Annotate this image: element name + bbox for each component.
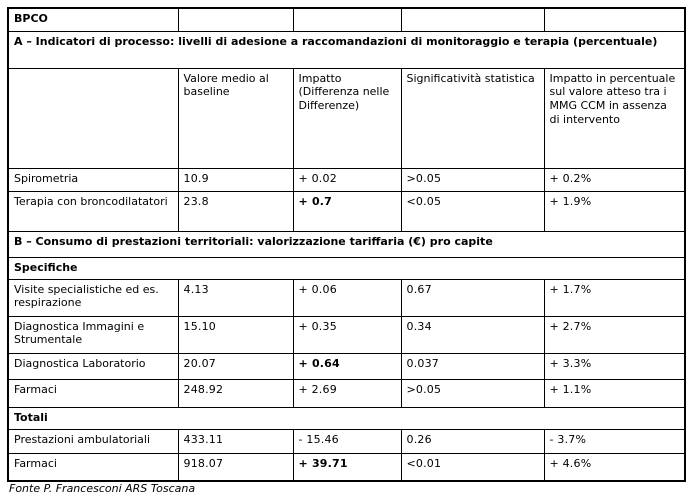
table-row: Diagnostica Laboratorio 20.07 + 0.64 0.0… (7, 352, 686, 380)
cell-impatto-pct: - 3.7% (543, 428, 686, 454)
table-row: Visite specialistiche ed es. respirazion… (7, 278, 686, 317)
subsection-specifiche-header: Specifiche (7, 256, 686, 280)
cell-impatto: - 15.46 (292, 428, 402, 454)
subsection-specifiche-row: Specifiche (7, 256, 686, 280)
column-header-empty (7, 67, 179, 169)
cell-impatto-pct: + 3.3% (543, 352, 686, 380)
row-label: Farmaci (7, 452, 179, 482)
empty-cell (177, 7, 294, 32)
subsection-totali-row: Totali (7, 406, 686, 430)
table-row: Terapia con broncodilatatori 23.8 + 0.7 … (7, 190, 686, 232)
row-label: Spirometria (7, 167, 179, 192)
cell-baseline: 248.92 (177, 378, 294, 408)
cell-baseline: 10.9 (177, 167, 294, 192)
row-label: Prestazioni ambulatoriali (7, 428, 179, 454)
cell-baseline: 4.13 (177, 278, 294, 317)
cell-baseline: 20.07 (177, 352, 294, 380)
empty-cell (543, 7, 686, 32)
column-header-impatto-percentuale: Impatto in percentuale sul valore atteso… (543, 67, 686, 169)
column-header-baseline: Valore medio al baseline (177, 67, 294, 169)
cell-significativita: 0.037 (400, 352, 545, 380)
section-b-header: B – Consumo di prestazioni territoriali:… (7, 230, 686, 258)
cell-significativita: >0.05 (400, 378, 545, 408)
column-header-impatto: Impatto (Differenza nelle Differenze) (292, 67, 402, 169)
section-a-header: A – Indicatori di processo: livelli di a… (7, 30, 686, 69)
cell-significativita: <0.05 (400, 190, 545, 232)
cell-impatto-pct: + 2.7% (543, 315, 686, 354)
cell-impatto: + 0.35 (292, 315, 402, 354)
table-row: Prestazioni ambulatoriali 433.11 - 15.46… (7, 428, 686, 454)
table-row: Spirometria 10.9 + 0.02 >0.05 + 0.2% (7, 167, 686, 192)
cell-impatto-pct: + 1.1% (543, 378, 686, 408)
cell-significativita: 0.34 (400, 315, 545, 354)
cell-impatto-pct: + 0.2% (543, 167, 686, 192)
cell-impatto: + 0.06 (292, 278, 402, 317)
cell-significativita: >0.05 (400, 167, 545, 192)
row-label: Diagnostica Laboratorio (7, 352, 179, 380)
row-label: Terapia con broncodilatatori (7, 190, 179, 232)
section-b-row: B – Consumo di prestazioni territoriali:… (7, 230, 686, 258)
bpco-indicators-table: BPCO A – Indicatori di processo: livelli… (7, 7, 686, 482)
table-title-row: BPCO (7, 7, 686, 32)
empty-cell (292, 7, 402, 32)
cell-impatto-pct: + 4.6% (543, 452, 686, 482)
cell-significativita: 0.67 (400, 278, 545, 317)
source-note: Fonte P. Francesconi ARS Toscana (9, 482, 196, 495)
cell-impatto-pct: + 1.7% (543, 278, 686, 317)
cell-impatto-pct: + 1.9% (543, 190, 686, 232)
cell-impatto: + 0.7 (292, 190, 402, 232)
cell-impatto: + 39.71 (292, 452, 402, 482)
row-label: Diagnostica Immagini e Strumentale (7, 315, 179, 354)
row-label: Visite specialistiche ed es. respirazion… (7, 278, 179, 317)
cell-baseline: 15.10 (177, 315, 294, 354)
empty-cell (400, 7, 545, 32)
cell-impatto: + 2.69 (292, 378, 402, 408)
cell-significativita: 0.26 (400, 428, 545, 454)
table-row: Farmaci 918.07 + 39.71 <0.01 + 4.6% (7, 452, 686, 482)
row-label: Farmaci (7, 378, 179, 408)
cell-impatto: + 0.02 (292, 167, 402, 192)
table-title: BPCO (7, 7, 179, 32)
cell-impatto: + 0.64 (292, 352, 402, 380)
column-header-significativita: Significatività statistica (400, 67, 545, 169)
subsection-totali-header: Totali (7, 406, 686, 430)
cell-significativita: <0.01 (400, 452, 545, 482)
section-a-row: A – Indicatori di processo: livelli di a… (7, 30, 686, 69)
cell-baseline: 918.07 (177, 452, 294, 482)
table-row: Diagnostica Immagini e Strumentale 15.10… (7, 315, 686, 354)
column-header-row: Valore medio al baseline Impatto (Differ… (7, 67, 686, 169)
table-row: Farmaci 248.92 + 2.69 >0.05 + 1.1% (7, 378, 686, 408)
cell-baseline: 23.8 (177, 190, 294, 232)
cell-baseline: 433.11 (177, 428, 294, 454)
